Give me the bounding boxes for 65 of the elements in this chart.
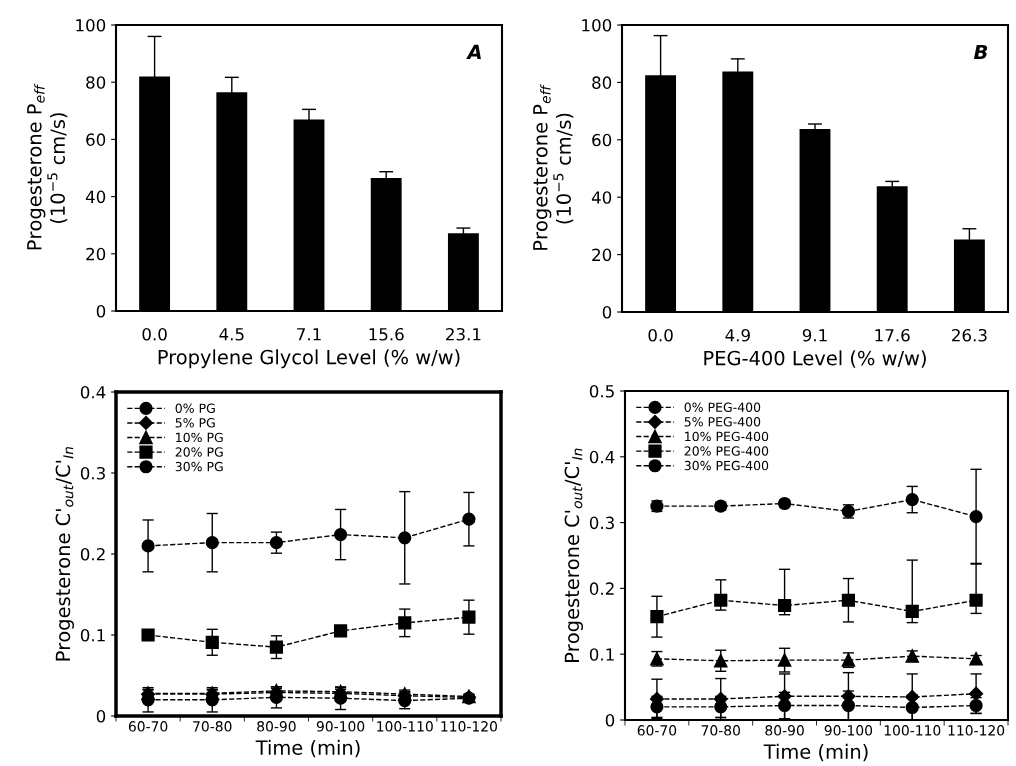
y-tick-label: 100: [76, 18, 106, 32]
y-tick-label: 40: [591, 191, 612, 204]
legend-label: 20% PEG-400: [684, 446, 769, 456]
x-tick-label: 26.3: [952, 328, 987, 342]
x-tick-label: 60-70: [128, 721, 168, 732]
y-tick-label: 100: [582, 18, 612, 32]
legend-label: 30% PG: [175, 461, 223, 472]
legend-label: 5% PEG-400: [684, 417, 761, 427]
y-tick-label: 60: [592, 133, 612, 147]
x-axis-title: Time (min): [255, 739, 360, 758]
x-tick-label: 90-100: [316, 721, 365, 732]
x-tick-label: 4.9: [725, 328, 750, 342]
y-tick-label: 80: [592, 76, 612, 89]
x-axis-title: Time (min): [763, 743, 868, 762]
x-tick-label: 60-70: [637, 725, 677, 736]
legend-label: 10% PEG-400: [685, 431, 769, 442]
x-tick-label: 90-100: [824, 725, 873, 736]
y-tick-label: 20: [86, 247, 106, 261]
legend-label: 20% PG: [175, 447, 223, 457]
y-tick-label: 0: [602, 305, 612, 319]
y-tick-label: 0: [605, 713, 615, 727]
x-tick-label: 9.1: [802, 328, 827, 342]
y-tick-label: 0: [96, 709, 106, 723]
y-tick-label: 0.4: [80, 385, 106, 399]
y-axis-title: Progesterone C'$_{out}$/C'$_{In}$: [55, 447, 75, 661]
x-tick-label: 110-120: [441, 721, 498, 732]
x-tick-label: 70-80: [701, 725, 741, 736]
y-tick-label: 0.5: [589, 384, 614, 398]
legend-label: 10% PG: [176, 432, 223, 443]
y-tick-label: 0.1: [80, 628, 105, 642]
y-tick-label: 40: [85, 190, 106, 204]
y-tick-label: 0: [96, 304, 106, 318]
annotation: A: [466, 44, 481, 59]
y-tick-label: 80: [86, 76, 106, 89]
y-tick-label: 0.3: [80, 466, 105, 480]
y-tick-label: 60: [86, 133, 106, 146]
x-tick-label: 100-110: [377, 721, 433, 732]
y-tick-label: 0.3: [589, 516, 614, 530]
x-axis-title: Propylene Glycol Level (% w/w): [158, 349, 460, 369]
text: Progesterone P$_{eff}$ (10$^{−5}$ cm/s): [27, 83, 68, 250]
y-tick-label: 0.1: [589, 648, 614, 661]
x-tick-label: 0.0: [142, 327, 167, 341]
x-tick-label: 100-110: [884, 725, 941, 736]
x-tick-label: 70-80: [193, 721, 232, 732]
legend-label: 30% PEG-400: [684, 460, 769, 471]
x-tick-label: 110-120: [948, 725, 1005, 736]
y-axis-title: Progesterone C'$_{out}$/C'$_{In}$: [564, 448, 584, 662]
x-tick-label: 23.1: [446, 327, 481, 341]
y-tick-label: 0.2: [589, 582, 614, 595]
x-tick-label: 7.1: [297, 328, 321, 341]
x-tick-label: 4.5: [219, 328, 244, 341]
y-tick-label: 0.2: [80, 547, 105, 561]
legend-label: 0% PG: [175, 403, 215, 413]
x-tick-label: 0.0: [648, 328, 673, 342]
x-tick-label: 15.6: [369, 327, 404, 341]
x-tick-label: 80-90: [257, 721, 296, 732]
legend-label: 5% PG: [175, 418, 215, 428]
y-tick-label: 0.4: [589, 450, 615, 464]
annotation: B: [973, 44, 988, 60]
legend-label: 0% PEG-400: [684, 402, 761, 412]
text: Progesterone P$_{eff}$ (10$^{−5}$ cm/s): [533, 84, 574, 250]
x-tick-label: 17.6: [875, 328, 910, 342]
y-tick-label: 20: [592, 248, 612, 262]
x-tick-label: 80-90: [765, 725, 804, 736]
x-axis-title: PEG-400 Level (% w/w): [704, 350, 926, 368]
